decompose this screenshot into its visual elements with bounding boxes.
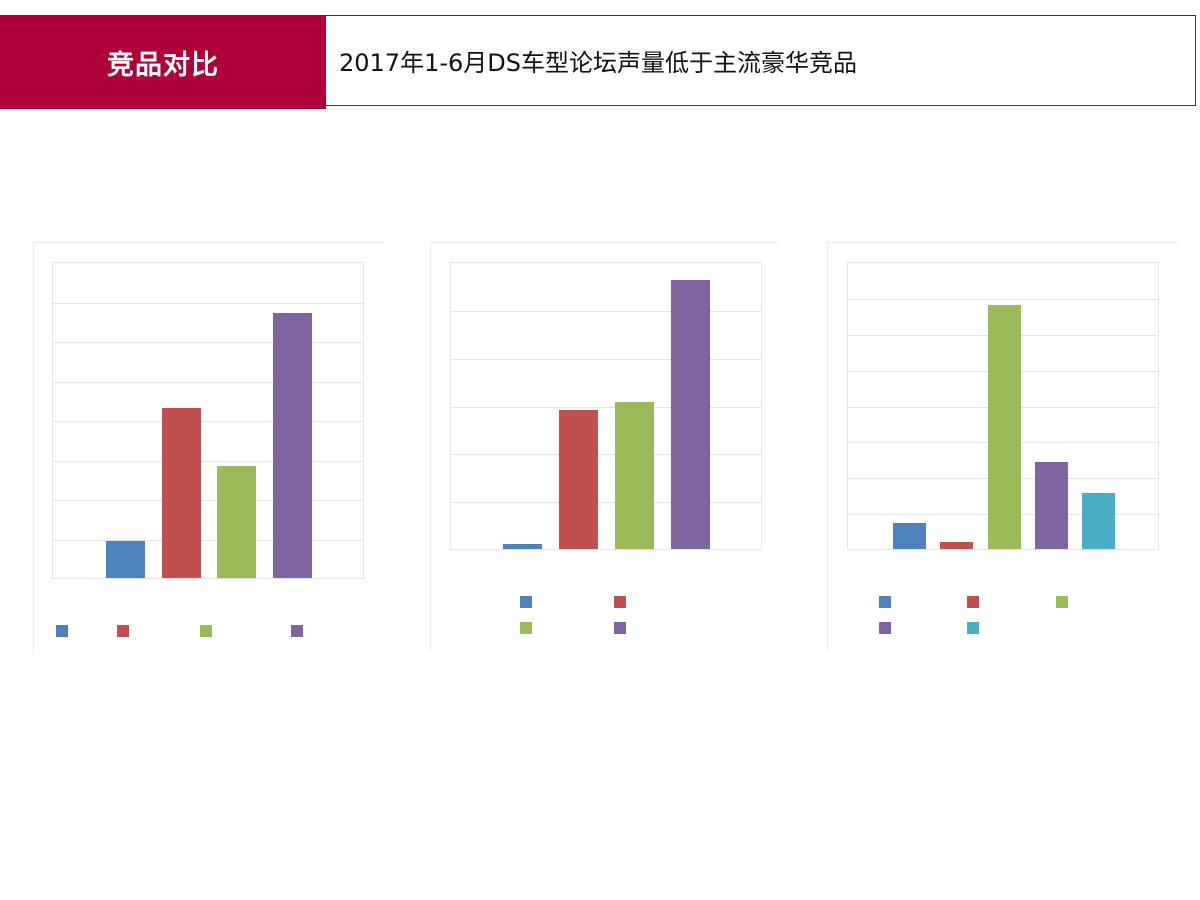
gridline [451,358,761,360]
bar [1082,493,1115,549]
gridline [451,454,761,456]
gridline [53,342,363,343]
gridline [53,381,363,383]
legend-swatch [614,622,626,634]
gridline [53,302,363,304]
bar [503,544,542,549]
bar [893,523,926,549]
section-tag-label: 竞品对比 [107,49,219,81]
plot-area [847,262,1159,550]
gridline [451,310,761,312]
chart-panel-1 [33,242,383,655]
bar [559,410,598,549]
bar [162,408,201,578]
legend-swatch [879,596,891,608]
legend-swatch [117,625,129,637]
legend-swatch [291,625,303,637]
gridline [53,421,363,422]
legend-swatch [520,622,532,634]
legend-swatch [520,596,532,608]
gridline [451,406,761,408]
bar [1035,462,1068,549]
bar [671,279,710,549]
bar [106,540,145,578]
legend-swatch [967,596,979,608]
legend-swatch [1056,596,1068,608]
bar [273,313,312,578]
legend-swatch [614,596,626,608]
chart-panel-3 [827,242,1178,651]
bar [940,541,973,549]
gridline [53,460,363,462]
chart-panel-2 [430,242,779,651]
plot-area [450,262,762,550]
gridline [53,500,363,501]
plot-area [52,262,364,579]
legend-swatch [967,622,979,634]
slide-title-box: 2017年1-6月DS车型论坛声量低于主流豪华竞品 [325,15,1196,106]
gridline [848,298,1158,300]
section-tag: 竞品对比 [0,15,326,109]
bar [217,465,256,578]
bar [988,305,1021,549]
slide-title: 2017年1-6月DS车型论坛声量低于主流豪华竞品 [339,49,857,77]
bar [615,401,654,549]
legend-swatch [879,622,891,634]
gridline [451,502,761,504]
legend-swatch [56,625,68,637]
legend-swatch [200,625,212,637]
gridline [53,539,363,541]
